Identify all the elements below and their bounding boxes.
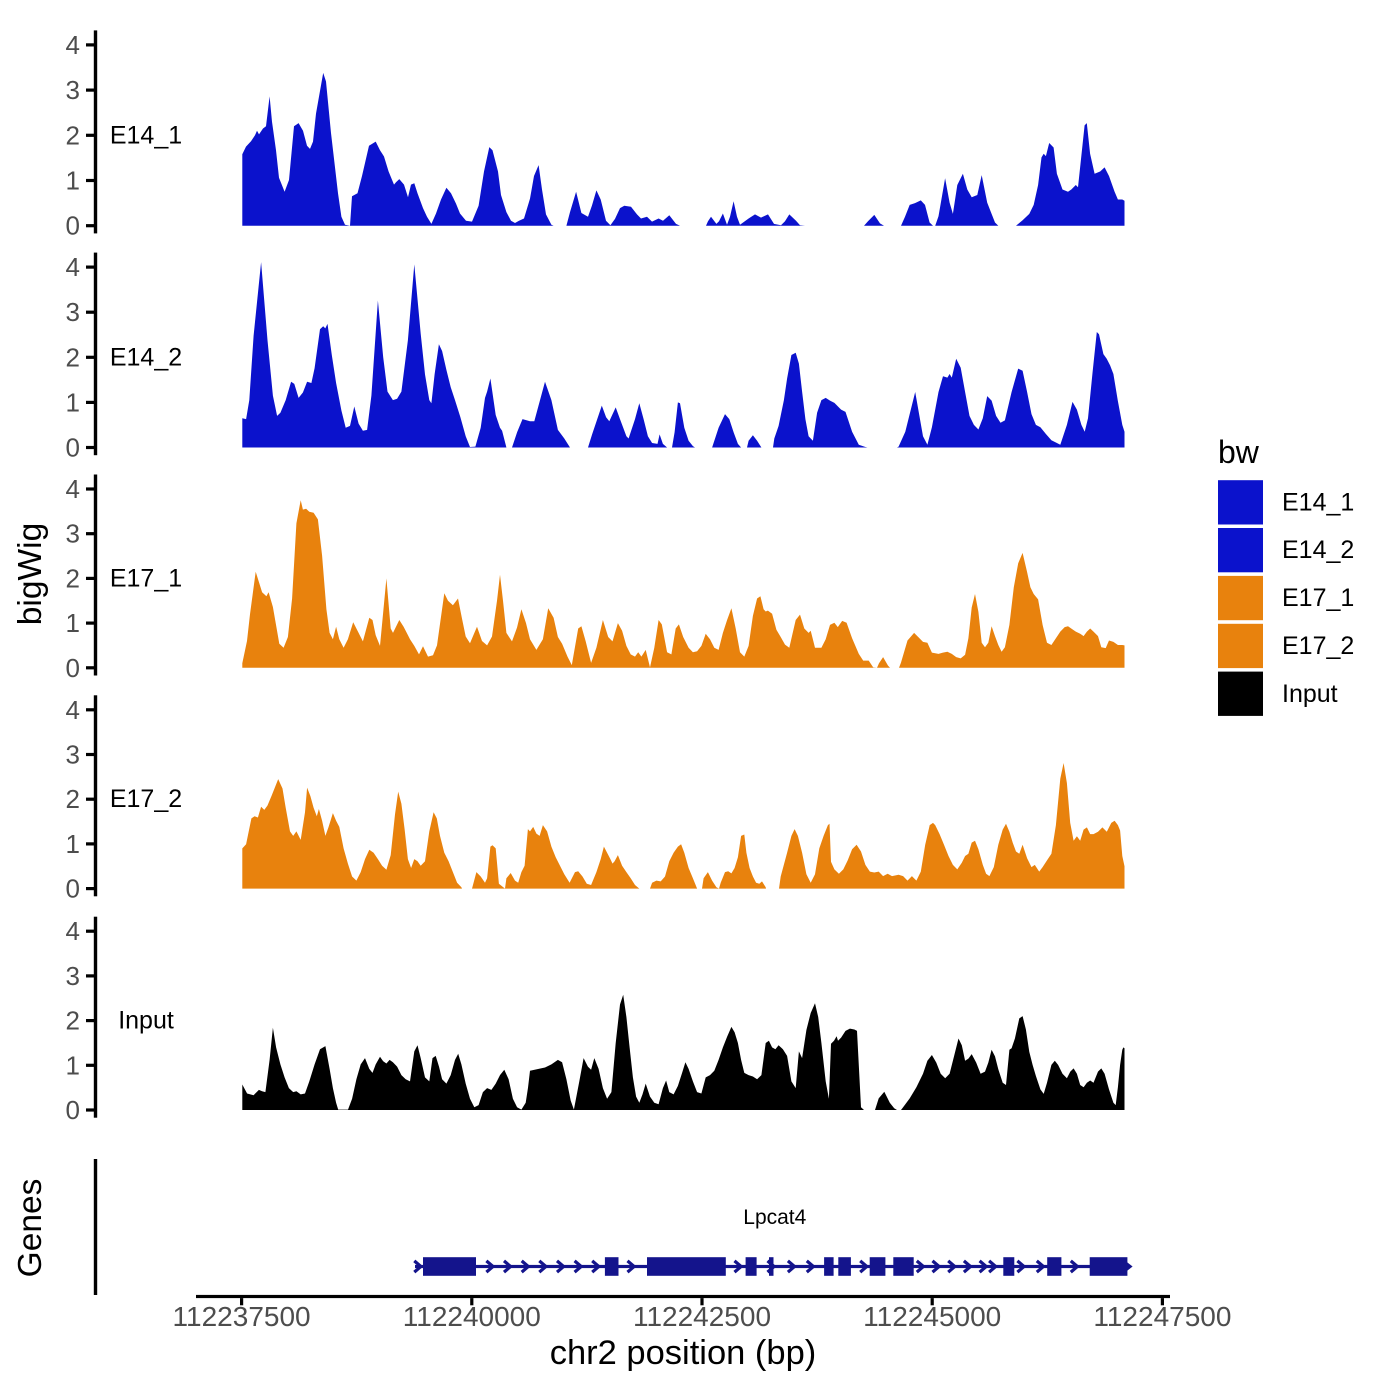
svg-text:E17_1: E17_1 xyxy=(110,564,182,592)
svg-text:E17_2: E17_2 xyxy=(110,785,182,813)
svg-text:2: 2 xyxy=(66,563,80,593)
svg-text:1: 1 xyxy=(66,387,80,417)
svg-text:1: 1 xyxy=(66,608,80,638)
svg-text:1: 1 xyxy=(66,829,80,859)
svg-text:0: 0 xyxy=(66,874,80,904)
svg-text:Input: Input xyxy=(1282,680,1338,708)
svg-text:0: 0 xyxy=(66,433,80,463)
svg-text:chr2 position (bp): chr2 position (bp) xyxy=(550,1334,817,1372)
svg-text:0: 0 xyxy=(66,653,80,683)
svg-text:E17_1: E17_1 xyxy=(1282,584,1354,612)
svg-text:112245000: 112245000 xyxy=(863,1301,1001,1332)
svg-text:3: 3 xyxy=(66,740,80,770)
svg-text:2: 2 xyxy=(66,120,80,150)
svg-text:2: 2 xyxy=(66,784,80,814)
svg-text:3: 3 xyxy=(66,961,80,991)
svg-text:4: 4 xyxy=(66,252,80,282)
svg-text:4: 4 xyxy=(66,695,80,725)
svg-text:E14_2: E14_2 xyxy=(110,343,182,371)
svg-text:E14_2: E14_2 xyxy=(1282,536,1354,564)
svg-text:2: 2 xyxy=(66,1006,80,1036)
svg-text:4: 4 xyxy=(66,916,80,946)
svg-text:0: 0 xyxy=(66,1095,80,1125)
svg-text:E17_2: E17_2 xyxy=(1282,632,1354,660)
svg-text:112247500: 112247500 xyxy=(1093,1301,1231,1332)
svg-text:bw: bw xyxy=(1218,434,1260,470)
svg-text:4: 4 xyxy=(66,474,80,504)
svg-text:112237500: 112237500 xyxy=(173,1301,311,1332)
svg-text:Genes: Genes xyxy=(12,1179,49,1278)
svg-text:E14_1: E14_1 xyxy=(110,121,182,149)
svg-text:Lpcat4: Lpcat4 xyxy=(743,1206,806,1229)
svg-text:3: 3 xyxy=(66,75,80,105)
svg-text:0: 0 xyxy=(66,211,80,241)
svg-text:112242500: 112242500 xyxy=(633,1301,771,1332)
svg-text:4: 4 xyxy=(66,30,80,60)
svg-text:3: 3 xyxy=(66,519,80,549)
svg-text:3: 3 xyxy=(66,297,80,327)
svg-text:2: 2 xyxy=(66,342,80,372)
svg-text:1: 1 xyxy=(66,1050,80,1080)
svg-text:112240000: 112240000 xyxy=(403,1301,541,1332)
svg-text:Input: Input xyxy=(118,1007,174,1035)
svg-text:bigWig: bigWig xyxy=(12,523,49,625)
svg-text:1: 1 xyxy=(66,166,80,196)
svg-text:E14_1: E14_1 xyxy=(1282,488,1354,516)
